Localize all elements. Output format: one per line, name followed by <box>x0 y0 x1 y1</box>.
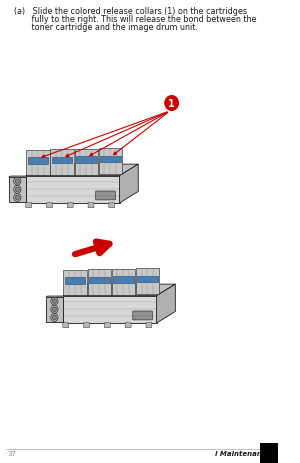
Polygon shape <box>46 296 65 297</box>
FancyBboxPatch shape <box>63 323 69 328</box>
Text: toner cartridge and the image drum unit.: toner cartridge and the image drum unit. <box>14 23 198 32</box>
Polygon shape <box>63 296 157 323</box>
Polygon shape <box>26 165 138 176</box>
Polygon shape <box>63 270 87 296</box>
FancyBboxPatch shape <box>125 323 131 328</box>
Polygon shape <box>100 156 121 163</box>
Polygon shape <box>50 150 74 175</box>
FancyBboxPatch shape <box>109 203 115 208</box>
FancyBboxPatch shape <box>104 323 110 328</box>
FancyBboxPatch shape <box>46 203 52 208</box>
Circle shape <box>14 178 21 186</box>
Circle shape <box>15 196 19 200</box>
Circle shape <box>15 180 19 184</box>
Text: 37: 37 <box>8 450 16 456</box>
Circle shape <box>51 314 58 322</box>
Polygon shape <box>74 149 98 175</box>
FancyBboxPatch shape <box>67 203 73 208</box>
Polygon shape <box>136 269 159 294</box>
Polygon shape <box>137 276 158 283</box>
Text: 1: 1 <box>168 99 175 109</box>
Polygon shape <box>112 269 135 295</box>
Polygon shape <box>26 150 50 176</box>
FancyBboxPatch shape <box>26 203 32 208</box>
Bar <box>260 443 278 463</box>
Circle shape <box>14 186 21 194</box>
Polygon shape <box>65 278 85 284</box>
Circle shape <box>51 298 58 306</box>
Text: (a)   Slide the colored release collars (1) on the cartridges: (a) Slide the colored release collars (1… <box>14 7 247 16</box>
Polygon shape <box>9 176 28 178</box>
Polygon shape <box>89 277 110 284</box>
Circle shape <box>52 316 56 320</box>
Polygon shape <box>52 157 73 164</box>
Text: fully to the right. This will release the bond between the: fully to the right. This will release th… <box>14 15 256 24</box>
Circle shape <box>14 194 21 202</box>
Polygon shape <box>157 284 175 323</box>
Polygon shape <box>88 269 111 295</box>
Polygon shape <box>26 176 119 204</box>
Circle shape <box>52 307 56 312</box>
Polygon shape <box>63 284 175 296</box>
Polygon shape <box>76 157 97 163</box>
Circle shape <box>51 306 58 313</box>
Text: l Maintenance: l Maintenance <box>215 450 271 456</box>
Circle shape <box>15 188 19 192</box>
FancyBboxPatch shape <box>133 311 152 320</box>
Circle shape <box>52 300 56 304</box>
Polygon shape <box>46 297 63 322</box>
Polygon shape <box>28 158 48 164</box>
FancyBboxPatch shape <box>84 323 89 328</box>
Polygon shape <box>119 165 138 204</box>
FancyBboxPatch shape <box>96 192 115 200</box>
Polygon shape <box>9 178 26 202</box>
FancyBboxPatch shape <box>146 323 152 328</box>
FancyBboxPatch shape <box>88 203 94 208</box>
Polygon shape <box>99 149 122 175</box>
Circle shape <box>164 96 179 112</box>
Polygon shape <box>113 277 134 283</box>
